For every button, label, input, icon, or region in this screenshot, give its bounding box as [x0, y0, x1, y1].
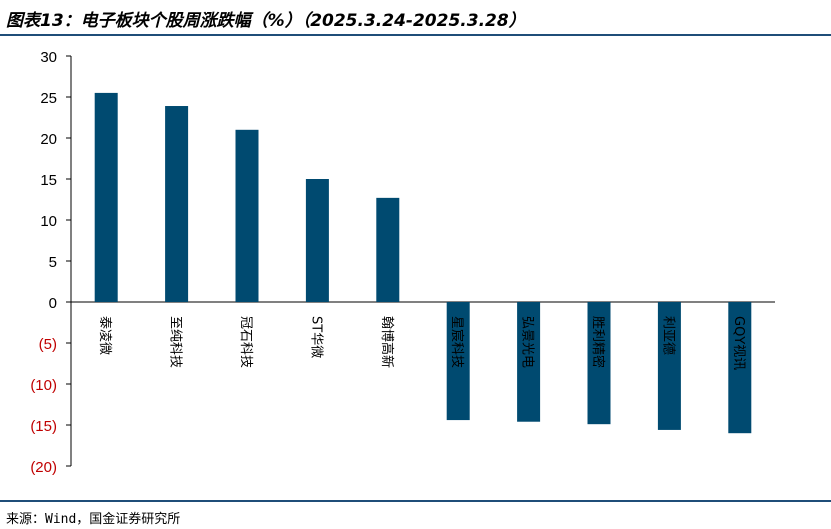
y-tick-label: 20 [40, 131, 57, 148]
y-tick-label: (20) [30, 459, 57, 476]
bar [587, 302, 611, 425]
bar [165, 106, 189, 303]
bottom-rule [0, 500, 831, 502]
x-category-label: 翰博高新 [379, 316, 395, 368]
x-category-label: 弘景光电 [520, 316, 535, 368]
bar [305, 179, 329, 302]
chart-title: 图表13：电子板块个股周涨跌幅（%）（2025.3.24-2025.3.28） [6, 11, 526, 31]
x-category-label: 冠石科技 [238, 316, 253, 368]
bar [517, 302, 541, 422]
x-category-label: GQY视讯 [731, 316, 746, 370]
y-tick-label: (5) [39, 336, 57, 353]
bar [235, 129, 259, 302]
y-tick-label: (10) [30, 377, 57, 394]
y-tick-label: 10 [40, 213, 57, 230]
x-category-label: 胜利精密 [590, 316, 606, 368]
y-tick-label: 25 [40, 90, 57, 107]
x-category-label: 利亚德 [660, 316, 675, 355]
bar-chart: 30 25 20 15 10 5 0 (5) (10) (15) (20) 泰凌微 至纯科技 冠石科技 ST… [30, 49, 775, 476]
bar [376, 197, 400, 302]
title-bar: 图表13：电子板块个股周涨跌幅（%）（2025.3.24-2025.3.28） [0, 0, 831, 34]
x-category-label: 星宸科技 [449, 316, 465, 368]
y-tick-label: 30 [40, 49, 57, 66]
y-tick-label: (15) [30, 418, 57, 435]
y-tick-label: 15 [40, 172, 57, 189]
bar [446, 302, 470, 421]
x-category-label: 至纯科技 [168, 316, 183, 368]
top-rule [0, 34, 831, 36]
bar [728, 302, 752, 434]
y-tick-label: 0 [49, 295, 57, 312]
bar [657, 302, 681, 430]
x-category-label: ST华微 [308, 316, 323, 358]
bar [94, 92, 118, 303]
source-note: 来源：Wind，国金证券研究所 [6, 512, 181, 527]
x-category-label: 泰凌微 [97, 316, 112, 355]
y-tick-label: 5 [49, 254, 57, 271]
